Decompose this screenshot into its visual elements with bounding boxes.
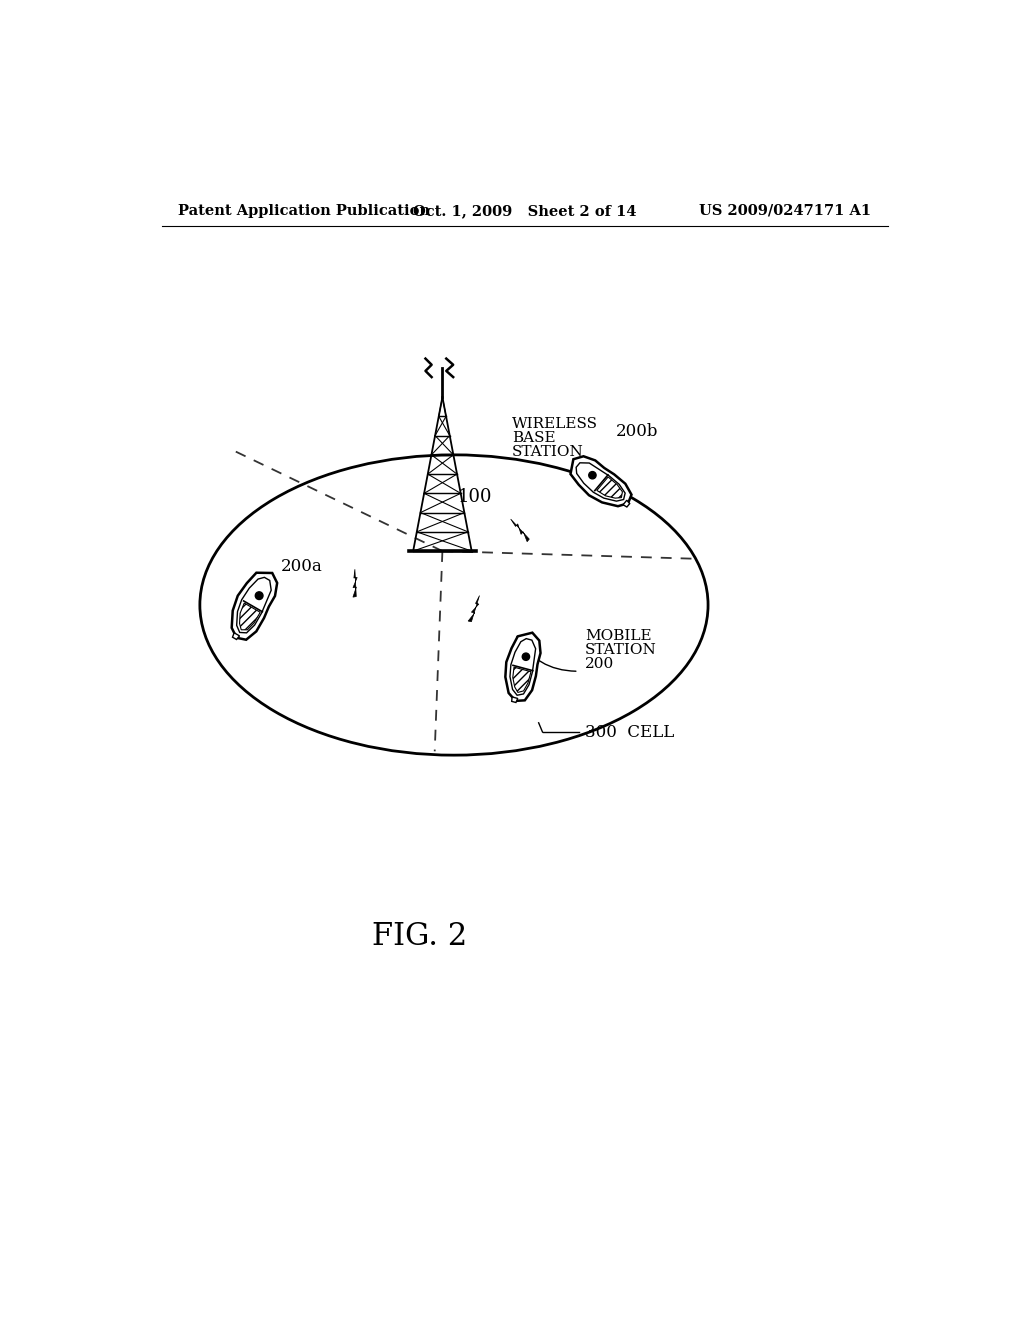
Polygon shape xyxy=(240,603,260,630)
Polygon shape xyxy=(510,639,536,696)
Polygon shape xyxy=(570,457,632,506)
Circle shape xyxy=(522,653,529,660)
Polygon shape xyxy=(231,573,278,640)
Polygon shape xyxy=(353,569,357,597)
Polygon shape xyxy=(623,500,630,507)
Text: 300  CELL: 300 CELL xyxy=(585,723,674,741)
Text: 200: 200 xyxy=(585,656,614,671)
Circle shape xyxy=(589,471,596,479)
Polygon shape xyxy=(597,477,623,498)
Text: STATION: STATION xyxy=(512,445,584,459)
Text: US 2009/0247171 A1: US 2009/0247171 A1 xyxy=(699,203,871,218)
Polygon shape xyxy=(232,632,240,639)
Polygon shape xyxy=(577,463,625,502)
Polygon shape xyxy=(468,595,479,622)
Polygon shape xyxy=(513,667,531,693)
Text: STATION: STATION xyxy=(585,643,656,656)
Text: MOBILE: MOBILE xyxy=(585,628,651,643)
Polygon shape xyxy=(512,697,518,702)
Text: FIG. 2: FIG. 2 xyxy=(372,920,467,952)
Text: BASE: BASE xyxy=(512,430,555,445)
Text: 200b: 200b xyxy=(615,424,658,441)
Text: 100: 100 xyxy=(458,488,493,506)
Polygon shape xyxy=(505,632,541,701)
Text: WIRELESS: WIRELESS xyxy=(512,417,598,432)
Text: Oct. 1, 2009   Sheet 2 of 14: Oct. 1, 2009 Sheet 2 of 14 xyxy=(413,203,637,218)
Text: 200a: 200a xyxy=(281,558,323,576)
Polygon shape xyxy=(511,519,529,541)
Text: Patent Application Publication: Patent Application Publication xyxy=(178,203,430,218)
Polygon shape xyxy=(237,577,271,632)
Circle shape xyxy=(255,591,263,599)
